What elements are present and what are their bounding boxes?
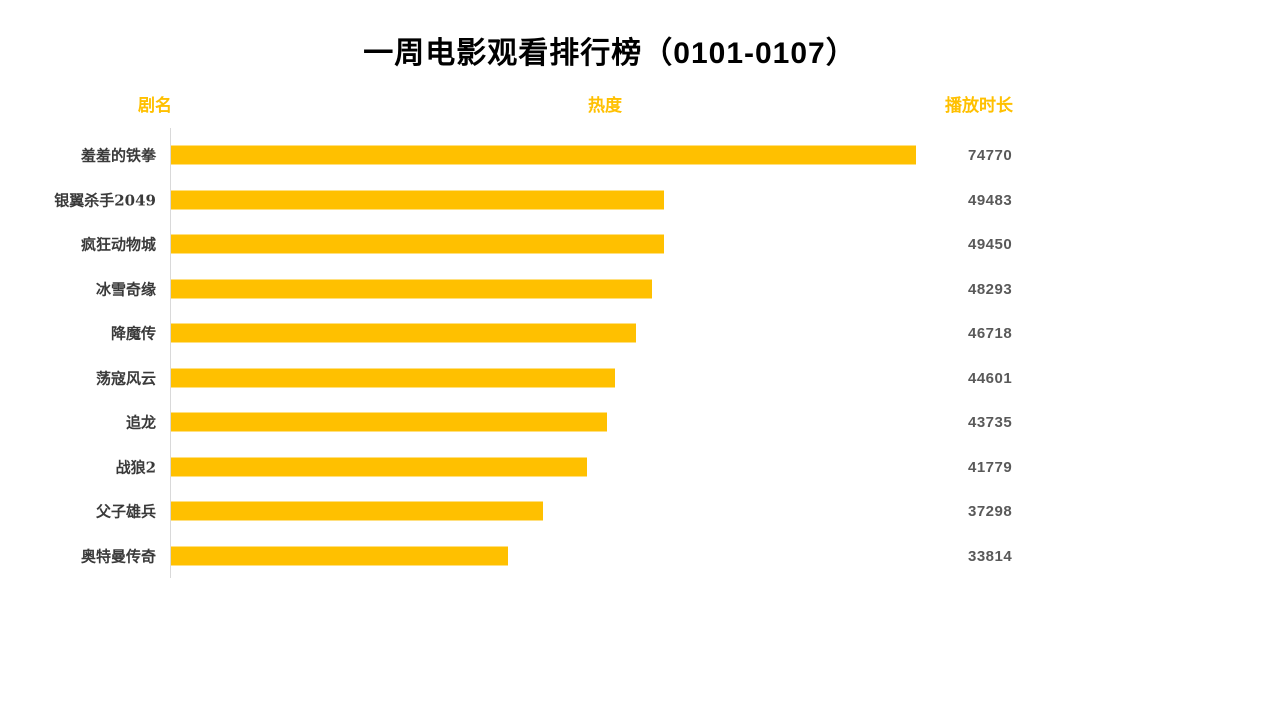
column-header-heat: 热度 [588,96,622,115]
chart-row: 银翼杀手2049 49483 [0,178,1280,223]
bar-track [171,234,916,254]
duration-value: 74770 [968,147,1013,165]
category-label: 荡寇风云 [95,369,156,388]
chart-row: 父子雄兵 37298 [0,489,1280,534]
heat-bar [171,279,653,299]
duration-value: 49483 [968,191,1013,209]
chart-title: 一周电影观看排行榜（0101-0107） [363,37,857,70]
chart-row: 羞羞的铁拳 74770 [0,133,1280,178]
heat-bar [171,368,616,388]
bar-track [171,323,916,343]
bar-track [171,190,916,210]
duration-value: 43735 [968,414,1013,432]
category-label: 追龙 [125,413,156,432]
heat-bar [171,546,508,566]
duration-value: 41779 [968,458,1013,476]
heat-bar [171,412,607,432]
bar-track [171,546,916,566]
column-header-name: 剧名 [138,96,172,115]
heat-bar [171,323,637,343]
category-label: 父子雄兵 [95,502,156,521]
category-label: 奥特曼传奇 [80,547,156,566]
chart-row: 战狼2 41779 [0,445,1280,490]
chart-row: 奥特曼传奇 33814 [0,534,1280,579]
bar-track [171,368,916,388]
bar-track [171,501,916,521]
category-label: 降魔传 [110,324,156,343]
duration-value: 46718 [968,325,1013,343]
category-label: 战狼2 [115,458,156,477]
category-axis-line [170,128,171,578]
chart-row: 追龙 43735 [0,400,1280,445]
heat-bar [171,234,664,254]
chart-row: 疯狂动物城 49450 [0,222,1280,267]
duration-value: 33814 [968,547,1013,565]
bar-track [171,145,916,165]
heat-bar [171,457,588,477]
duration-value: 44601 [968,369,1013,387]
bar-track [171,412,916,432]
duration-value: 49450 [968,236,1013,254]
category-label: 冰雪奇缘 [95,280,156,299]
duration-value: 37298 [968,503,1013,521]
heat-bar [171,501,543,521]
category-label: 羞羞的铁拳 [80,146,156,165]
heat-bar [171,145,916,165]
category-label: 银翼杀手2049 [54,191,156,210]
bar-track [171,457,916,477]
duration-value: 48293 [968,280,1013,298]
column-header-duration: 播放时长 [945,96,1013,115]
chart-row: 荡寇风云 44601 [0,356,1280,401]
category-label: 疯狂动物城 [80,235,156,254]
heat-bar [171,190,665,210]
chart-row: 降魔传 46718 [0,311,1280,356]
chart-row: 冰雪奇缘 48293 [0,267,1280,312]
chart-rows: 羞羞的铁拳 74770 银翼杀手2049 49483 疯狂动物城 49450 冰… [0,133,1280,578]
bar-track [171,279,916,299]
